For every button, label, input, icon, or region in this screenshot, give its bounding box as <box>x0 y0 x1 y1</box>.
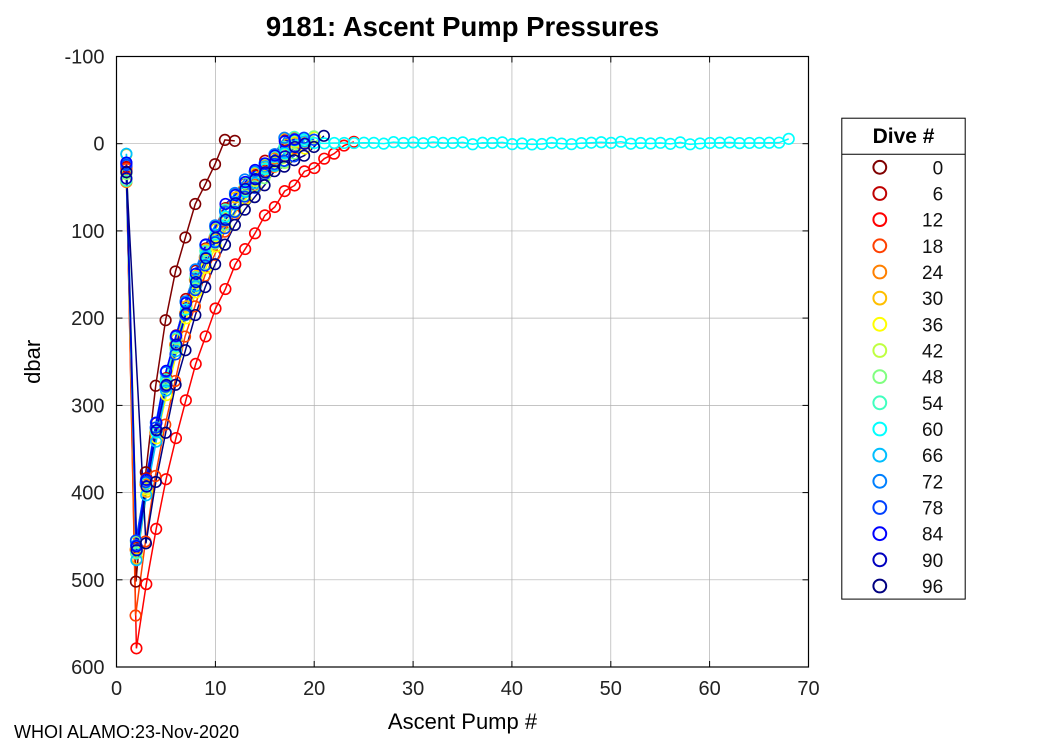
svg-text:-100: -100 <box>64 47 104 69</box>
svg-text:40: 40 <box>501 678 523 700</box>
svg-text:78: 78 <box>922 499 943 520</box>
svg-text:30: 30 <box>922 289 943 310</box>
svg-text:Ascent Pump #: Ascent Pump # <box>388 709 538 734</box>
svg-text:9181: Ascent Pump Pressures: 9181: Ascent Pump Pressures <box>266 11 659 42</box>
svg-text:84: 84 <box>922 525 944 546</box>
svg-text:100: 100 <box>71 221 104 243</box>
svg-text:WHOI ALAMO:23-Nov-2020: WHOI ALAMO:23-Nov-2020 <box>14 722 239 742</box>
svg-text:60: 60 <box>922 420 943 441</box>
svg-text:300: 300 <box>71 395 104 417</box>
svg-text:72: 72 <box>922 472 943 493</box>
svg-text:70: 70 <box>797 678 819 700</box>
svg-text:600: 600 <box>71 657 104 679</box>
svg-text:0: 0 <box>93 134 104 156</box>
svg-text:60: 60 <box>698 678 720 700</box>
svg-text:dbar: dbar <box>20 340 45 384</box>
svg-text:Dive #: Dive # <box>873 125 935 148</box>
svg-text:24: 24 <box>922 263 944 284</box>
svg-text:10: 10 <box>204 678 226 700</box>
svg-text:500: 500 <box>71 570 104 592</box>
svg-text:42: 42 <box>922 342 943 363</box>
svg-text:66: 66 <box>922 446 943 467</box>
svg-text:30: 30 <box>402 678 424 700</box>
svg-text:0: 0 <box>933 158 944 179</box>
svg-text:6: 6 <box>933 185 944 206</box>
svg-text:12: 12 <box>922 211 943 232</box>
svg-text:96: 96 <box>922 577 943 598</box>
svg-text:20: 20 <box>303 678 325 700</box>
svg-text:0: 0 <box>111 678 122 700</box>
svg-text:200: 200 <box>71 308 104 330</box>
svg-text:36: 36 <box>922 315 943 336</box>
svg-text:90: 90 <box>922 551 943 572</box>
svg-text:400: 400 <box>71 483 104 505</box>
svg-text:50: 50 <box>600 678 622 700</box>
svg-text:54: 54 <box>922 394 944 415</box>
svg-text:48: 48 <box>922 368 943 389</box>
svg-text:18: 18 <box>922 237 943 258</box>
